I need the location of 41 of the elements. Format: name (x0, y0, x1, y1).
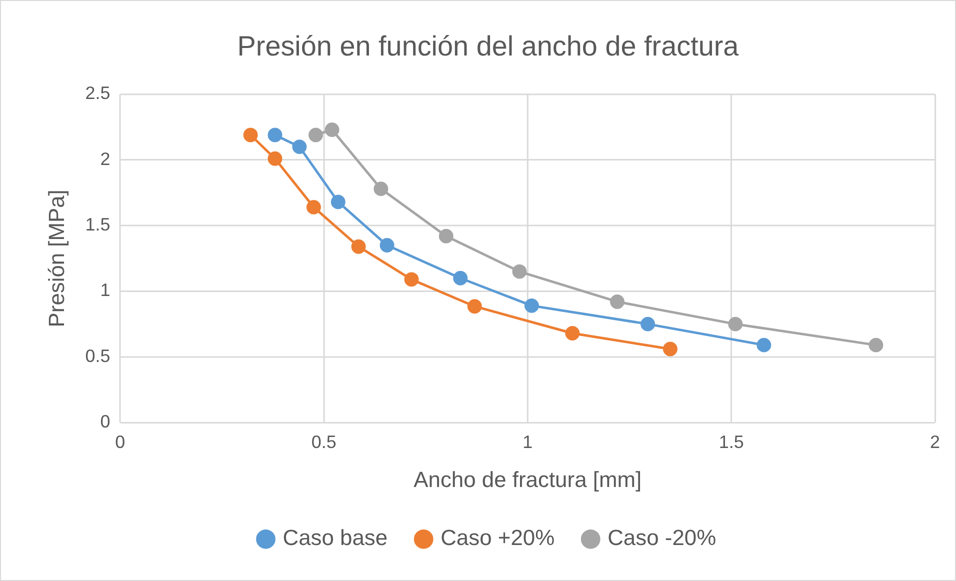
point (512, 264, 527, 279)
point (524, 298, 539, 313)
point (330, 194, 346, 210)
chart-title: Presión en función del ancho de fractura (237, 30, 740, 62)
y-tick-label: 0 (100, 412, 110, 432)
point (351, 239, 366, 254)
point (728, 316, 743, 332)
x-tick-label: 0 (115, 432, 126, 452)
y-tick-label: 2.5 (85, 83, 110, 104)
point (640, 316, 656, 332)
point (306, 200, 321, 214)
point (324, 122, 340, 137)
point (756, 338, 772, 352)
point (374, 182, 388, 196)
point (292, 140, 307, 154)
y-axis-title: Presión [MPa] (44, 190, 70, 328)
point (565, 326, 580, 340)
x-tick-label: 0.5 (311, 432, 336, 452)
point (662, 342, 678, 356)
point (243, 128, 258, 142)
x-tick-label: 1 (522, 432, 533, 452)
x-tick-label: 2 (930, 432, 940, 452)
point (404, 272, 419, 287)
y-tick-label: 1 (100, 280, 110, 300)
legend-label: Caso base (282, 525, 388, 550)
point (438, 228, 454, 244)
point (308, 128, 323, 142)
legend-label: Caso -20% (608, 525, 716, 550)
point (868, 338, 884, 352)
point (610, 294, 624, 309)
point (453, 270, 468, 286)
y-tick-label: 0.5 (85, 346, 110, 366)
point (268, 151, 282, 166)
y-tick-label: 1.5 (85, 214, 110, 235)
x-tick-label: 1.5 (718, 432, 744, 452)
x-axis-title: Ancho de fractura [mm] (414, 467, 642, 492)
point (467, 299, 482, 314)
point (380, 238, 394, 253)
legend-label: Caso +20% (440, 525, 555, 550)
point (268, 128, 282, 142)
y-tick-label: 2 (100, 148, 110, 169)
